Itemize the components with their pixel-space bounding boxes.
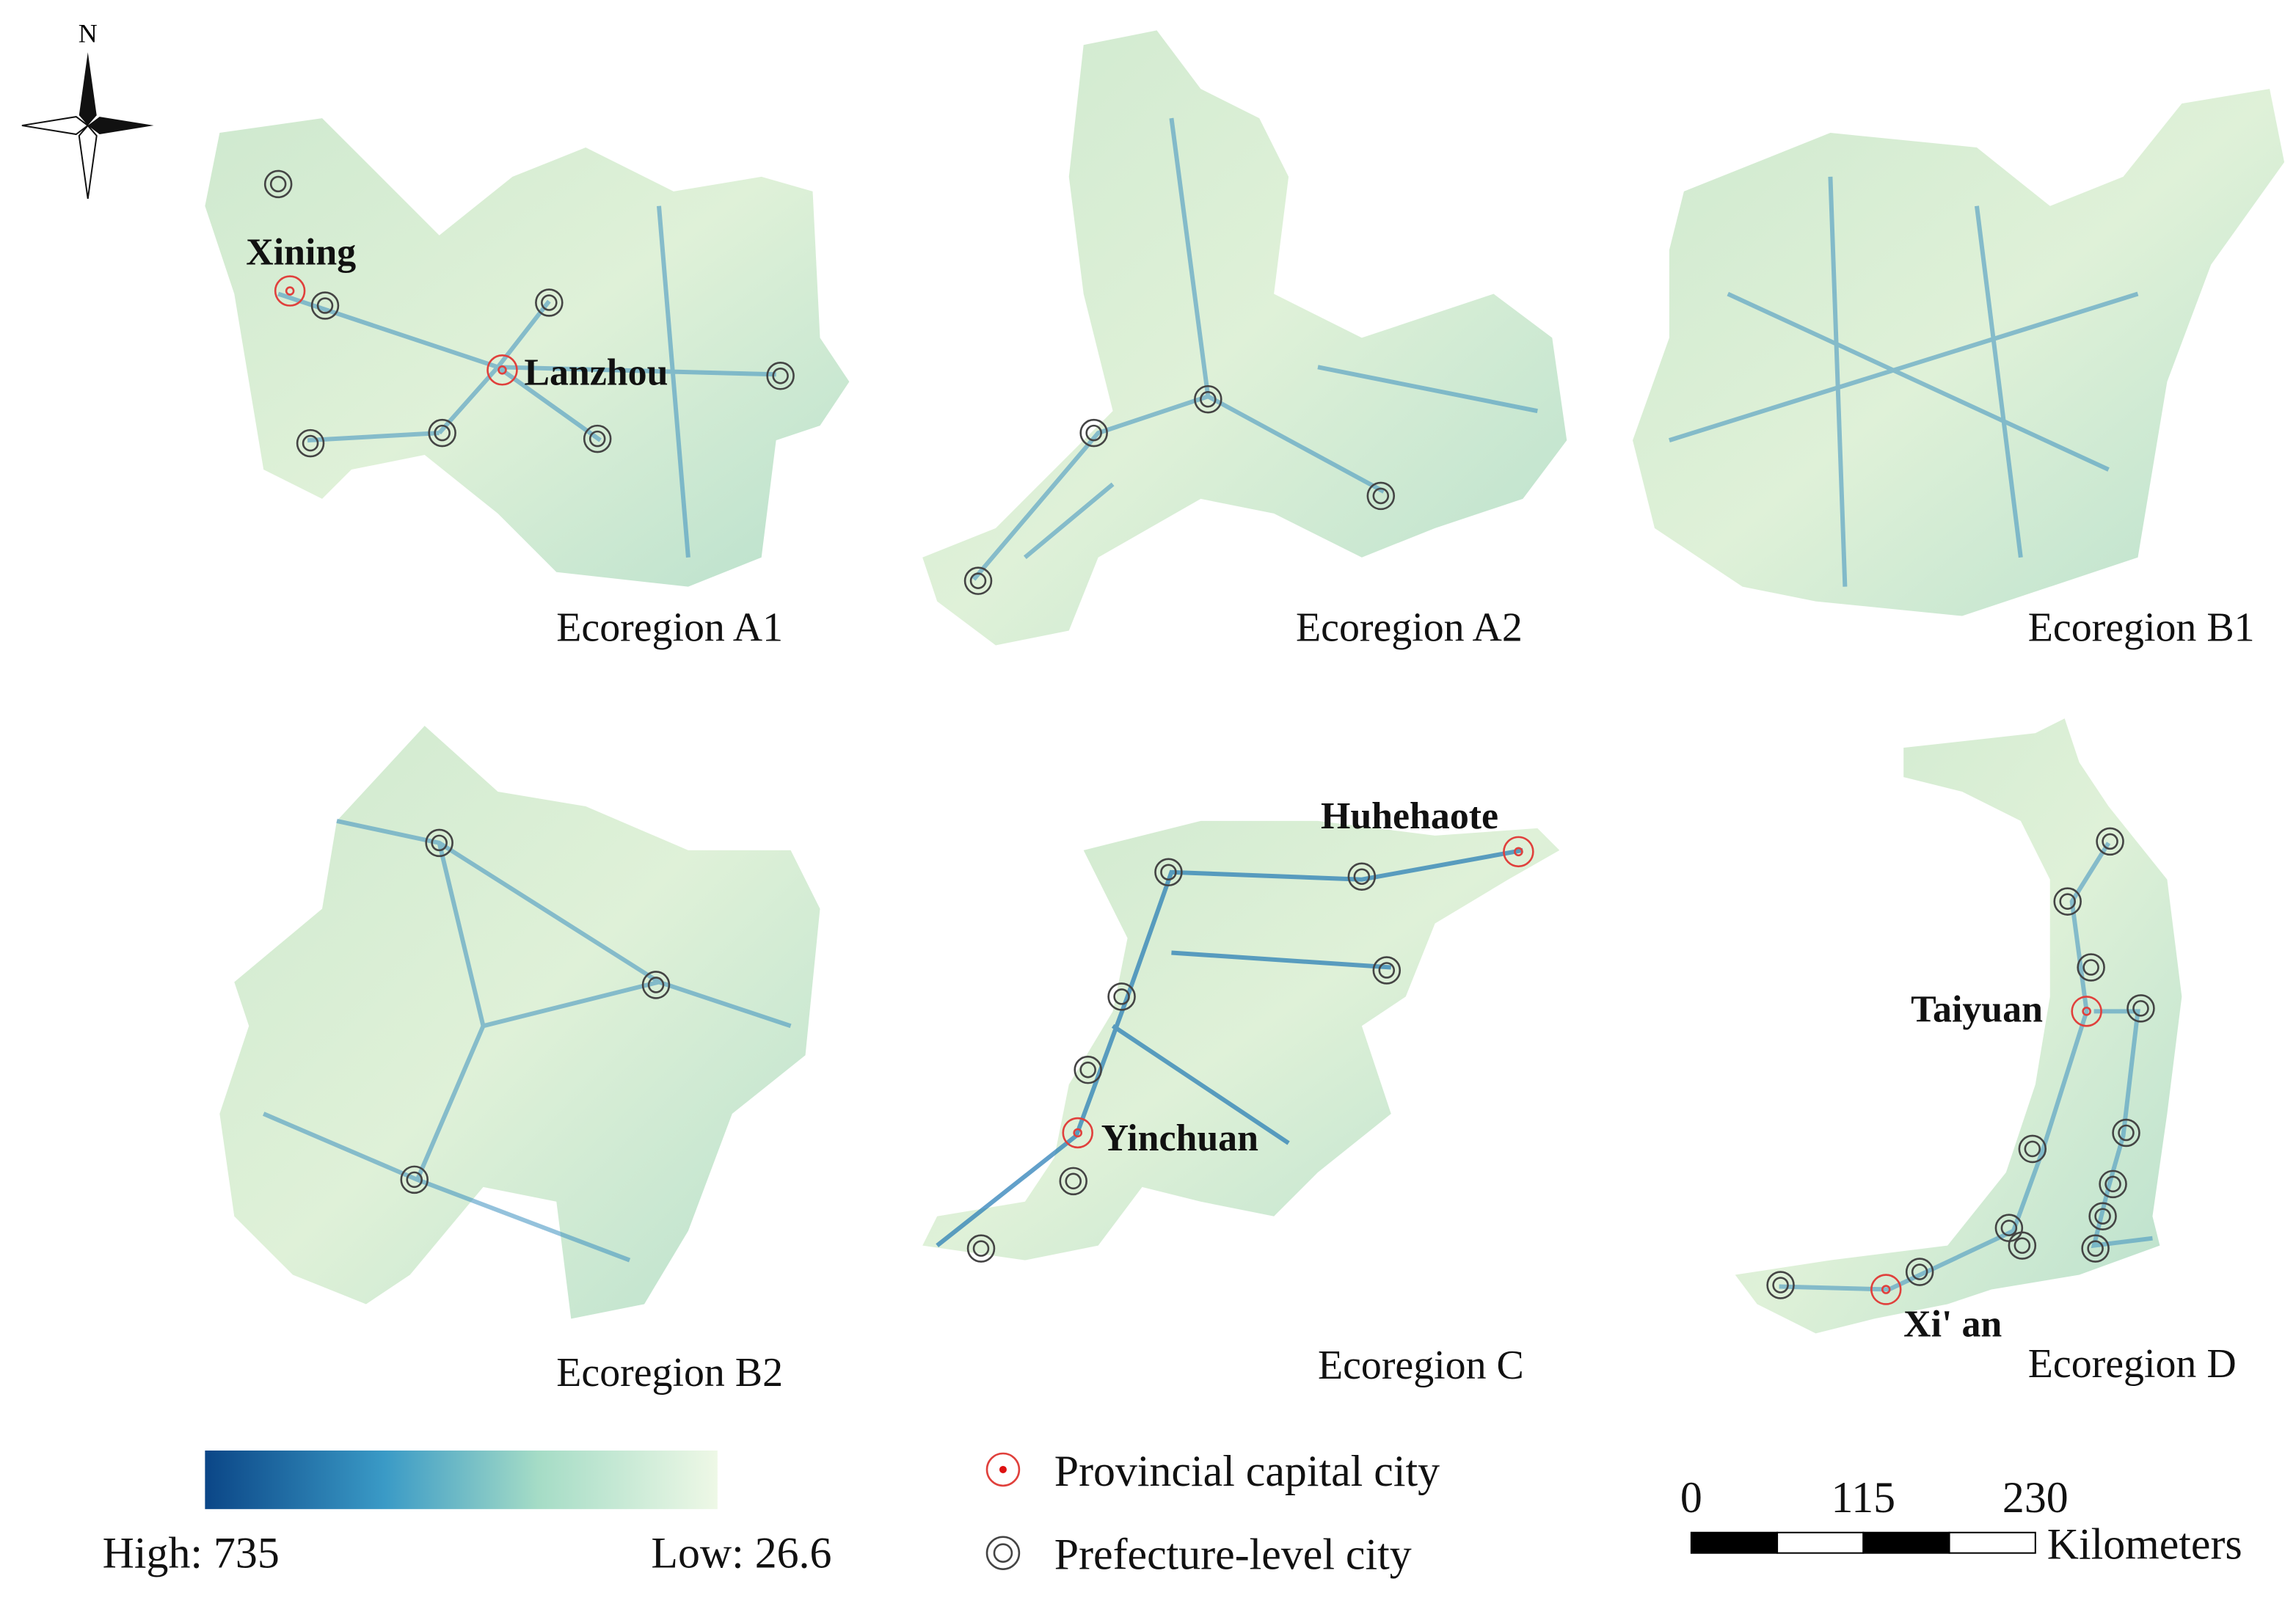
city-label: Taiyuan [1911,988,2043,1030]
scale-segment [1690,1531,1779,1554]
region-d [1735,718,2182,1334]
corridors [263,117,2153,1292]
scale-segment [1948,1531,2036,1554]
region-b2 [219,726,820,1319]
scale-tick-label: 0 [1680,1473,1702,1522]
symbol-legend: Provincial capital city Prefecture-level… [985,1447,1440,1579]
region-label: Ecoregion A2 [1296,605,1523,650]
region-a2 [922,30,1567,646]
scale-tick-label: 230 [2002,1473,2069,1522]
legend-low: Low: 26.6 [651,1529,831,1577]
region-labels: Ecoregion A1 Ecoregion A2 Ecoregion B1 E… [556,605,2254,1395]
color-bar [205,1451,718,1509]
capital-cities [274,275,2102,1305]
region-c [922,820,1560,1260]
scale-segment [1776,1531,1865,1554]
city-label: Huhehaote [1321,795,1498,837]
legend-prefecture: Prefecture-level city [1054,1530,1412,1579]
regions [205,30,2285,1334]
legend-capital: Provincial capital city [1054,1447,1440,1495]
region-b1 [1633,89,2285,616]
north-label: N [79,18,98,48]
region-label: Ecoregion B1 [2028,605,2255,650]
color-legend: High: 735 Low: 26.6 [103,1451,831,1577]
city-label: Xining [246,232,356,274]
region-label: Ecoregion A1 [556,605,783,650]
scale-bar: Kilometers 0 115 230 [1680,1473,2242,1569]
scale-segment [1862,1531,1950,1554]
legend-high: High: 735 [103,1529,280,1577]
region-a1 [205,118,850,587]
city-label: Yinchuan [1101,1117,1258,1159]
region-label: Ecoregion B2 [556,1350,783,1395]
scale-unit: Kilometers [2047,1520,2242,1569]
region-label: Ecoregion D [2028,1341,2237,1387]
city-labels: Xining Lanzhou Huhehaote Yinchuan Taiyua… [246,232,2043,1346]
scale-tick-label: 115 [1832,1473,1896,1522]
city-label: Xi' an [1903,1303,2002,1345]
region-label: Ecoregion C [1318,1343,1524,1388]
prefecture-cities [263,169,2155,1299]
compass: N [21,18,154,199]
city-label: Lanzhou [524,351,668,393]
